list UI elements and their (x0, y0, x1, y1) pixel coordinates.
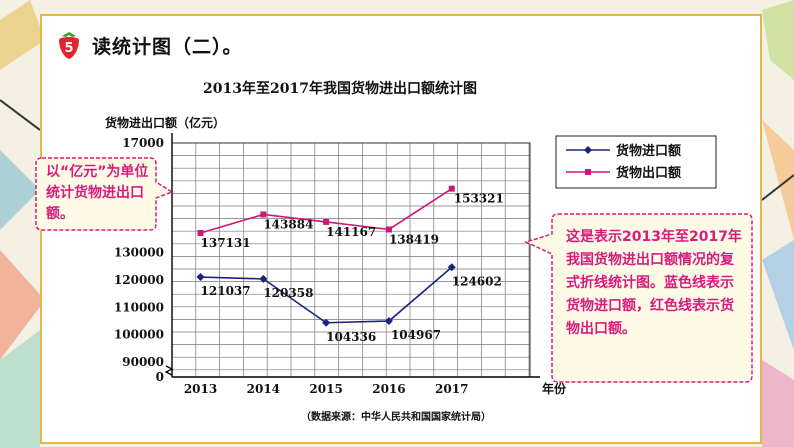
import-point (196, 273, 205, 282)
y-tick-label: 0 (156, 370, 164, 384)
export-point (260, 211, 267, 218)
axis-break-mark (164, 365, 174, 376)
y-tick-label: 110000 (114, 300, 164, 314)
export-point (197, 229, 204, 236)
import-point (447, 263, 456, 272)
data-label: 137131 (201, 236, 251, 250)
x-axis-label: 年份 (542, 381, 567, 396)
y-tick-label: 90000 (122, 355, 164, 369)
legend-box (555, 135, 717, 189)
strawberry-icon: 5 (59, 32, 79, 59)
data-label: 124602 (452, 274, 502, 288)
data-label: 153321 (454, 192, 504, 206)
export-point (323, 218, 330, 225)
y-axis-label: 货物进出口额（亿元） (105, 115, 225, 130)
data-source: （数据来源：中华人民共和国国家统计局） (301, 410, 491, 423)
page-title: 读统计图（二）。 (92, 35, 243, 58)
x-tick-label: 2016 (372, 382, 405, 396)
x-tick-label: 2013 (184, 382, 217, 396)
legend-marker (585, 169, 591, 175)
chart-title: 2013年至2017年我国货物进出口额统计图 (203, 80, 477, 97)
y-tick-label: 130000 (114, 246, 164, 260)
legend-label: 货物出口额 (616, 165, 681, 181)
data-label: 143884 (263, 217, 313, 231)
legend-label: 货物进口额 (616, 143, 681, 159)
x-tick-label: 2015 (309, 382, 342, 396)
callout-left: 以“亿元”为单位统计货物进出口额。 (35, 157, 174, 231)
x-tick-label: 2017 (435, 382, 468, 396)
y-tick-label: 100000 (114, 328, 164, 342)
import-point (259, 274, 268, 283)
section-heading: 5 读统计图（二）。 (56, 30, 243, 60)
data-label: 120358 (263, 286, 313, 300)
callout-right-text: 这是表示2013年至2017年我国货物进出口额情况的复式折线统计图。蓝色线表示货… (566, 229, 742, 338)
legend-marker (584, 146, 592, 154)
import-point (384, 317, 393, 326)
callout-right: 这是表示2013年至2017年我国货物进出口额情况的复式折线统计图。蓝色线表示货… (523, 213, 753, 383)
x-tick-label: 2014 (247, 382, 280, 396)
data-label: 141167 (326, 225, 376, 239)
badge-number: 5 (64, 41, 73, 56)
export-point (448, 185, 455, 192)
data-label: 121037 (201, 284, 251, 298)
import-point (322, 318, 331, 327)
data-label: 104967 (391, 328, 441, 342)
callout-left-text: 以“亿元”为单位统计货物进出口额。 (46, 164, 149, 222)
y-tick-label-top: 17000 (122, 136, 164, 150)
export-point (385, 226, 392, 233)
data-label: 104336 (326, 330, 376, 344)
y-tick-label: 120000 (114, 273, 164, 287)
data-label: 138419 (389, 232, 439, 246)
